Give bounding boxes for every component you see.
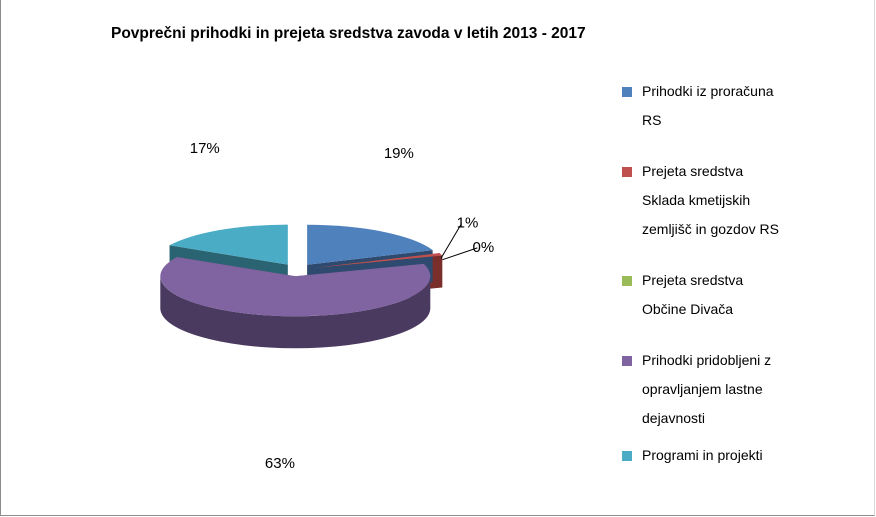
pie-slice-0	[307, 224, 433, 265]
legend-label-line: Programi in projekti	[642, 447, 763, 463]
legend-label-line: RS	[642, 112, 662, 128]
leader-line-1	[440, 223, 462, 259]
data-labels: 19% 1% 0% 63% 17%	[190, 140, 494, 472]
pie-slice-3	[160, 257, 431, 317]
legend-label-line: Sklada kmetijskih	[642, 192, 751, 208]
data-label-2: 0%	[473, 239, 495, 256]
legend-label-line: opravljanjem lastne	[642, 381, 763, 397]
legend-label: Prejeta sredstva Občine Divača	[642, 266, 857, 324]
data-label-4: 17%	[190, 140, 220, 157]
legend-label: Prejeta sredstva Sklada kmetijskih zemljiš…	[642, 157, 857, 244]
legend-label: Prihodki iz proračuna RS	[642, 77, 857, 135]
legend-swatch	[622, 276, 632, 286]
legend-label-line: zemljišč in gozdov RS	[642, 221, 779, 237]
label-leader-lines	[440, 223, 478, 261]
legend-label: Prihodki pridobljeni z opravljanjem lastn…	[642, 346, 857, 433]
data-label-0: 19%	[384, 145, 414, 162]
legend-label-line: Občine Divača	[642, 301, 734, 317]
leader-line-2	[442, 247, 478, 261]
pie-slice-tops	[160, 224, 443, 317]
pie-slice-side-3	[160, 276, 431, 349]
data-label-1: 1%	[457, 215, 479, 232]
legend-label: Programi in projekti	[642, 441, 857, 470]
legend-label-line: dejavnosti	[642, 410, 706, 426]
data-label-3: 63%	[265, 455, 295, 472]
legend-swatch	[622, 87, 632, 97]
legend-label-line: Prihodki pridobljeni z	[642, 352, 772, 368]
pie-slice-1	[313, 253, 443, 268]
legend-label-line: Prihodki iz proračuna	[642, 83, 774, 99]
legend-swatch	[622, 167, 632, 177]
legend-swatch	[622, 356, 632, 366]
chart-title: Povprečni prihodki in prejeta sredstva z…	[111, 25, 586, 42]
legend-label-line: Prejeta sredstva	[642, 163, 744, 179]
legend-label-line: Prejeta sredstva	[642, 272, 744, 288]
pie-slice-4	[169, 224, 288, 265]
legend-swatch	[622, 451, 632, 461]
